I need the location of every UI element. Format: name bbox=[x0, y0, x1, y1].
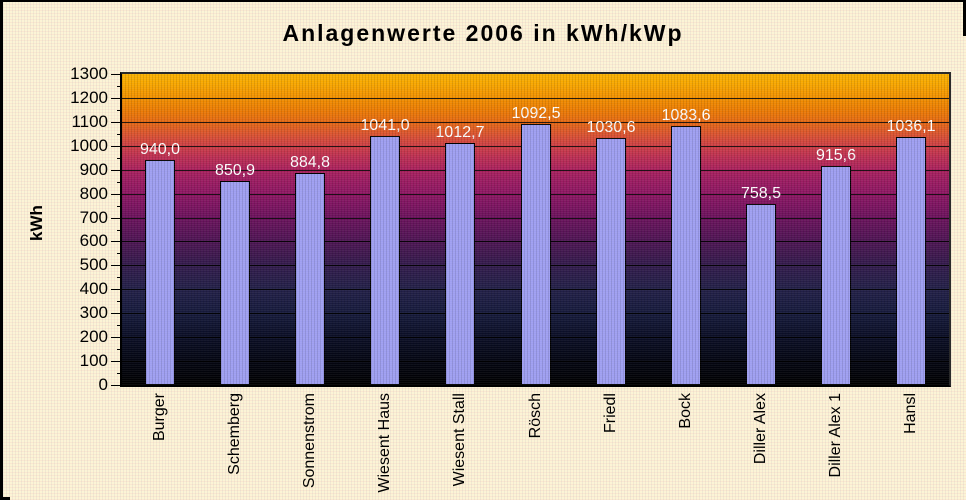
y-tick-label-1300: 1300 bbox=[70, 64, 108, 83]
y-tick-label-600: 600 bbox=[79, 231, 108, 250]
y-major-tick bbox=[111, 265, 121, 266]
gridline-1100 bbox=[122, 122, 949, 123]
bar-value-label: 758,5 bbox=[740, 185, 782, 202]
y-minor-tick bbox=[117, 230, 121, 231]
bar-value-label: 915,6 bbox=[815, 147, 857, 164]
bar-value-label: 850,9 bbox=[214, 162, 256, 179]
bar-hansl bbox=[896, 137, 926, 385]
plot-area: 940,0 850,9 884,8 1041,0 1012,7 1092,5 1030,6 1… bbox=[120, 72, 951, 387]
y-major-tick bbox=[111, 146, 121, 147]
bar-r-sch bbox=[521, 124, 551, 385]
y-minor-tick bbox=[117, 134, 121, 135]
y-tick-label-800: 800 bbox=[79, 184, 108, 203]
image-border-top bbox=[0, 0, 966, 2]
y-major-tick bbox=[111, 385, 121, 386]
y-minor-tick bbox=[117, 182, 121, 183]
x-category-label-friedl: Friedl bbox=[602, 393, 619, 434]
y-major-tick bbox=[111, 241, 121, 242]
image-border-left bbox=[0, 0, 3, 500]
bar-burger bbox=[145, 160, 175, 385]
y-major-tick bbox=[111, 313, 121, 314]
bar-diller-alex-1 bbox=[821, 166, 851, 385]
y-tick-label-300: 300 bbox=[79, 303, 108, 322]
y-tick-label-0: 0 bbox=[98, 375, 108, 394]
y-major-tick bbox=[111, 170, 121, 171]
y-minor-tick bbox=[117, 325, 121, 326]
plot-gradient-background: 940,0 850,9 884,8 1041,0 1012,7 1092,5 1030,6 1… bbox=[122, 74, 949, 385]
bar-bock bbox=[671, 126, 701, 385]
y-minor-tick bbox=[117, 206, 121, 207]
bar-value-label: 1036,1 bbox=[886, 118, 936, 135]
bar-value-label: 1041,0 bbox=[360, 117, 410, 134]
y-tick-label-500: 500 bbox=[79, 255, 108, 274]
chart-title: Anlagenwerte 2006 in kWh/kWp bbox=[282, 20, 684, 46]
bar-sonnenstrom bbox=[295, 173, 325, 385]
y-tick-label-100: 100 bbox=[79, 351, 108, 370]
bar-wiesent-haus bbox=[370, 136, 400, 385]
y-minor-tick bbox=[117, 158, 121, 159]
x-category-label-diller-alex-1: Diller Alex 1 bbox=[827, 393, 844, 478]
y-tick-label-1000: 1000 bbox=[70, 136, 108, 155]
y-major-tick bbox=[111, 74, 121, 75]
y-major-tick bbox=[111, 194, 121, 195]
y-minor-tick bbox=[117, 301, 121, 302]
y-tick-label-1200: 1200 bbox=[70, 88, 108, 107]
x-category-label-sonnenstrom: Sonnenstrom bbox=[301, 393, 318, 489]
y-major-tick bbox=[111, 337, 121, 338]
bar-value-label: 884,8 bbox=[289, 154, 331, 171]
bar-value-label: 1030,6 bbox=[586, 119, 636, 136]
x-category-label-r-sch: Rösch bbox=[527, 393, 544, 439]
y-major-tick bbox=[111, 122, 121, 123]
bar-wiesent-stall bbox=[445, 143, 475, 385]
y-tick-label-900: 900 bbox=[79, 160, 108, 179]
y-minor-tick bbox=[117, 277, 121, 278]
x-category-label-hansl: Hansl bbox=[902, 393, 919, 434]
y-tick-label-400: 400 bbox=[79, 279, 108, 298]
x-category-label-schemberg: Schemberg bbox=[226, 393, 243, 475]
y-minor-tick bbox=[117, 349, 121, 350]
y-minor-tick bbox=[117, 253, 121, 254]
x-category-label-bock: Bock bbox=[677, 393, 694, 429]
bar-value-label: 1092,5 bbox=[511, 105, 561, 122]
y-minor-tick bbox=[117, 86, 121, 87]
y-minor-tick bbox=[117, 110, 121, 111]
bar-schemberg bbox=[220, 181, 250, 385]
bar-value-label: 1012,7 bbox=[435, 124, 485, 141]
y-major-tick bbox=[111, 218, 121, 219]
x-category-label-diller-alex: Diller Alex bbox=[752, 393, 769, 465]
y-tick-label-1100: 1100 bbox=[71, 112, 108, 131]
y-tick-label-700: 700 bbox=[79, 208, 108, 227]
image-border-right-stub bbox=[963, 0, 966, 36]
image-border-bottom-stub bbox=[0, 497, 10, 500]
bar-diller-alex bbox=[746, 204, 776, 385]
x-category-label-burger: Burger bbox=[151, 393, 168, 442]
bar-value-label: 940,0 bbox=[139, 141, 181, 158]
y-major-tick bbox=[111, 289, 121, 290]
y-minor-tick bbox=[117, 373, 121, 374]
x-category-label-wiesent-stall: Wiesent Stall bbox=[451, 393, 468, 487]
y-major-tick bbox=[111, 98, 121, 99]
gridline-1200 bbox=[122, 98, 949, 99]
y-tick-label-200: 200 bbox=[79, 327, 108, 346]
bar-value-label: 1083,6 bbox=[661, 107, 711, 124]
x-category-label-wiesent-haus: Wiesent Haus bbox=[376, 393, 393, 493]
y-major-tick bbox=[111, 361, 121, 362]
bar-friedl bbox=[596, 138, 626, 385]
